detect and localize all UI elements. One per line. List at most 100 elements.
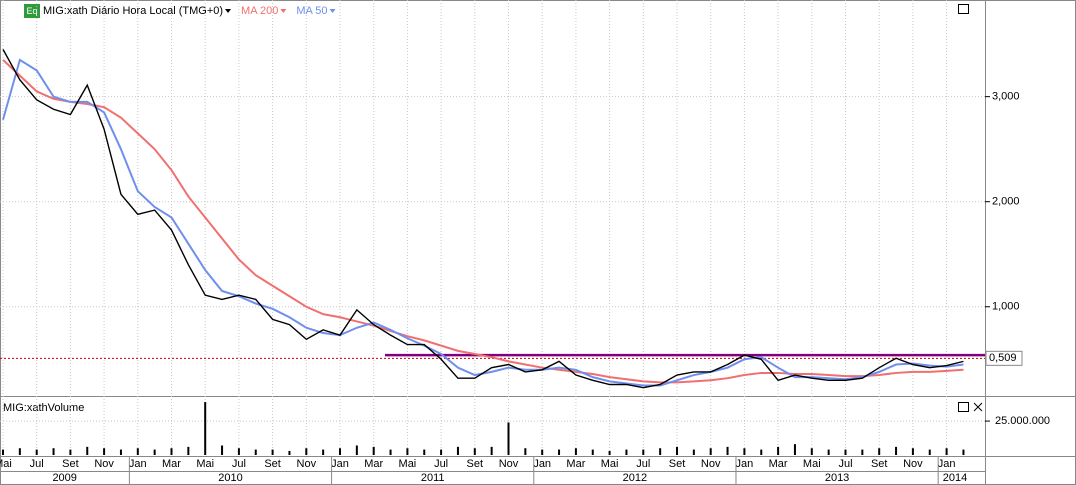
x-tick-label: Jan bbox=[938, 458, 956, 470]
volume-bar bbox=[524, 448, 527, 455]
volume-bar bbox=[760, 449, 763, 455]
y-tick-label: 3,000 bbox=[992, 91, 1020, 103]
volume-bar bbox=[221, 445, 224, 455]
legend-dropdown[interactable] bbox=[225, 9, 232, 13]
legend-entry: MA 200 bbox=[241, 5, 278, 17]
volume-bar bbox=[355, 445, 358, 455]
volume-bar bbox=[709, 448, 712, 455]
x-tick-label: Nov bbox=[903, 458, 923, 470]
x-tick-label: Jan bbox=[129, 458, 147, 470]
x-tick-label: Set bbox=[871, 458, 888, 470]
year-label: 2011 bbox=[421, 472, 445, 484]
volume-bar bbox=[541, 449, 544, 455]
volume-bar bbox=[440, 449, 443, 455]
volume-bar bbox=[52, 448, 55, 455]
x-tick-label: Set bbox=[62, 458, 79, 470]
volume-bar bbox=[389, 449, 392, 455]
x-tick-label: Nov bbox=[94, 458, 114, 470]
x-tick-label: Mai bbox=[0, 458, 12, 470]
volume-bar bbox=[642, 449, 645, 455]
last-value-label: 0,509 bbox=[989, 352, 1017, 364]
maximize-button[interactable] bbox=[958, 4, 969, 14]
volume-title: MIG:xathVolume bbox=[3, 402, 84, 414]
x-tick-label: Nov bbox=[297, 458, 317, 470]
year-label: 2010 bbox=[218, 472, 242, 484]
legend-dropdown[interactable] bbox=[280, 9, 287, 13]
legend-entry: MIG:xath Diário Hora Local (TMG+0) bbox=[43, 5, 223, 17]
volume-bar bbox=[558, 449, 561, 455]
x-tick-label: Jan bbox=[331, 458, 349, 470]
volume-bar bbox=[878, 448, 881, 455]
x-tick-label: Jan bbox=[533, 458, 551, 470]
badge-text: Eq bbox=[26, 6, 37, 16]
x-tick-label: Mar bbox=[769, 458, 788, 470]
volume-bar bbox=[237, 448, 240, 455]
volume-bar bbox=[288, 450, 291, 455]
x-tick-label: Nov bbox=[499, 458, 519, 470]
volume-bar bbox=[692, 449, 695, 455]
volume-bar bbox=[743, 448, 746, 455]
legend-entry: MA 50 bbox=[296, 5, 327, 17]
last-value-box bbox=[985, 350, 1023, 366]
year-label: 2014 bbox=[943, 472, 967, 484]
x-tick-label: Mai bbox=[196, 458, 214, 470]
year-label: 2009 bbox=[52, 472, 76, 484]
x-tick-label: Mai bbox=[399, 458, 417, 470]
y-tick-label: 2,000 bbox=[992, 196, 1020, 208]
x-tick-label: Set bbox=[264, 458, 281, 470]
volume-bar bbox=[119, 449, 122, 455]
y-tick-label: 25.000.000 bbox=[995, 415, 1050, 427]
year-label: 2013 bbox=[825, 472, 849, 484]
y-tick-label: 1,000 bbox=[992, 301, 1020, 313]
volume-bar bbox=[911, 448, 914, 455]
series-line bbox=[2, 49, 964, 389]
x-tick-label: Jul bbox=[30, 458, 44, 470]
volume-bar bbox=[254, 449, 257, 455]
badge bbox=[24, 4, 40, 18]
volume-bar bbox=[339, 448, 341, 455]
volume-bar bbox=[861, 449, 864, 455]
x-tick-label: Jan bbox=[736, 458, 754, 470]
year-label: 2012 bbox=[623, 472, 647, 484]
volume-bar bbox=[204, 402, 207, 455]
close-button[interactable] bbox=[973, 402, 983, 412]
volume-bar bbox=[322, 449, 325, 455]
volume-bar bbox=[507, 422, 510, 455]
x-tick-label: Set bbox=[467, 458, 484, 470]
x-tick-label: Mai bbox=[601, 458, 619, 470]
maximize-button[interactable] bbox=[958, 402, 969, 412]
volume-bar bbox=[136, 448, 139, 455]
volume-bar bbox=[69, 449, 72, 455]
volume-bar bbox=[372, 446, 375, 455]
volume-bar bbox=[103, 448, 106, 455]
volume-bar bbox=[271, 449, 274, 455]
x-tick-label: Mar bbox=[364, 458, 383, 470]
volume-bar bbox=[844, 449, 847, 455]
x-tick-label: Set bbox=[669, 458, 686, 470]
x-tick-label: Jul bbox=[232, 458, 246, 470]
volume-bar bbox=[962, 449, 965, 455]
volume-bar bbox=[86, 446, 89, 455]
volume-bar bbox=[676, 446, 678, 455]
volume-bar bbox=[659, 448, 662, 455]
volume-bar bbox=[726, 446, 729, 455]
volume-bar bbox=[423, 449, 426, 455]
legend-dropdown[interactable] bbox=[329, 9, 336, 13]
volume-bar bbox=[170, 448, 173, 455]
volume-bar bbox=[574, 448, 577, 455]
x-tick-label: Jul bbox=[838, 458, 852, 470]
series-line bbox=[2, 59, 964, 384]
volume-bar bbox=[591, 449, 594, 455]
volume-bar bbox=[490, 446, 493, 455]
volume-bar bbox=[895, 446, 898, 455]
volume-bar bbox=[928, 449, 931, 455]
volume-bar bbox=[187, 446, 190, 455]
x-tick-label: Mar bbox=[566, 458, 585, 470]
volume-bar bbox=[625, 449, 628, 455]
volume-bar bbox=[456, 446, 459, 455]
volume-bar bbox=[473, 448, 476, 455]
x-tick-label: Nov bbox=[701, 458, 721, 470]
volume-bar bbox=[406, 448, 409, 455]
